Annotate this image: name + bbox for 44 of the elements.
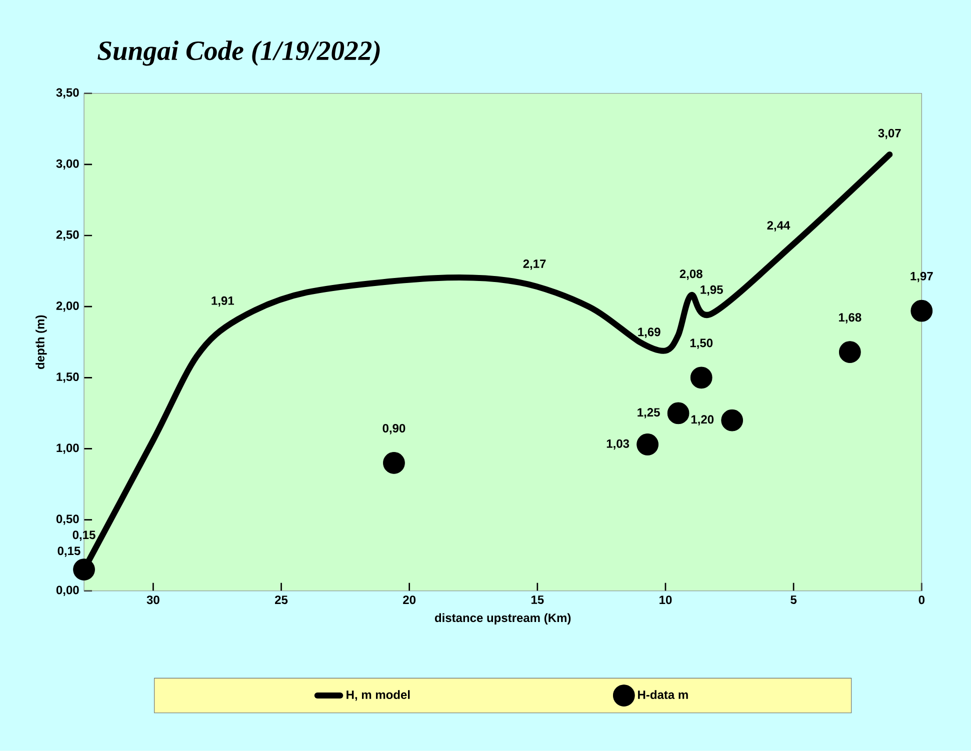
data-label: 1,03 (606, 439, 630, 450)
y-tick-label: 0,00 (56, 586, 79, 596)
data-label: 1,95 (700, 285, 723, 296)
point (910, 300, 933, 322)
x-tick-label: 20 (403, 596, 416, 604)
data-label: 1,69 (638, 328, 660, 338)
data-label: 1,25 (638, 408, 660, 418)
data-label: 1,68 (838, 313, 862, 324)
legend-label: H-data m (638, 690, 688, 700)
data-label: 1,97 (910, 272, 933, 282)
point (636, 434, 658, 456)
y-tick-label: 2,50 (56, 230, 79, 241)
y-tick-label: 1,50 (56, 372, 79, 383)
x-tick-label: 15 (531, 596, 544, 604)
point (838, 341, 861, 364)
point (73, 558, 95, 581)
x-axis-title: distance upstream (Km) (434, 613, 571, 624)
data-label: 0,90 (382, 424, 406, 434)
y-tick-label: 0,50 (56, 514, 79, 525)
legend-label: H, m model (346, 690, 410, 701)
x-tick-label: 25 (275, 596, 288, 604)
data-label: 0,15 (58, 546, 80, 557)
data-label: 1,50 (690, 338, 713, 349)
point (667, 402, 690, 424)
data-label: 2,08 (680, 270, 702, 280)
x-tick-label: 30 (146, 596, 160, 604)
data-label: 3,07 (878, 128, 901, 140)
x-tick-label: 0 (918, 596, 924, 604)
data-label: 0,15 (72, 530, 96, 541)
data-label: 2,44 (767, 221, 790, 232)
y-axis-title: depth (m) (36, 315, 47, 369)
y-tick-label: 3,50 (56, 88, 79, 99)
data-label: 2,17 (523, 259, 546, 270)
data-label: 1,20 (691, 415, 714, 426)
x-tick-label: 5 (790, 596, 797, 604)
chart-title: Sungai Code (1/19/2022) (98, 40, 380, 66)
y-tick-label: 1,00 (56, 444, 79, 454)
x-tick-label: 10 (660, 596, 672, 604)
point (690, 366, 712, 389)
y-tick-label: 3,00 (56, 159, 79, 170)
y-tick-label: 2,00 (56, 301, 79, 312)
point (721, 409, 744, 432)
data-label: 1,91 (212, 296, 234, 307)
point (383, 452, 405, 474)
